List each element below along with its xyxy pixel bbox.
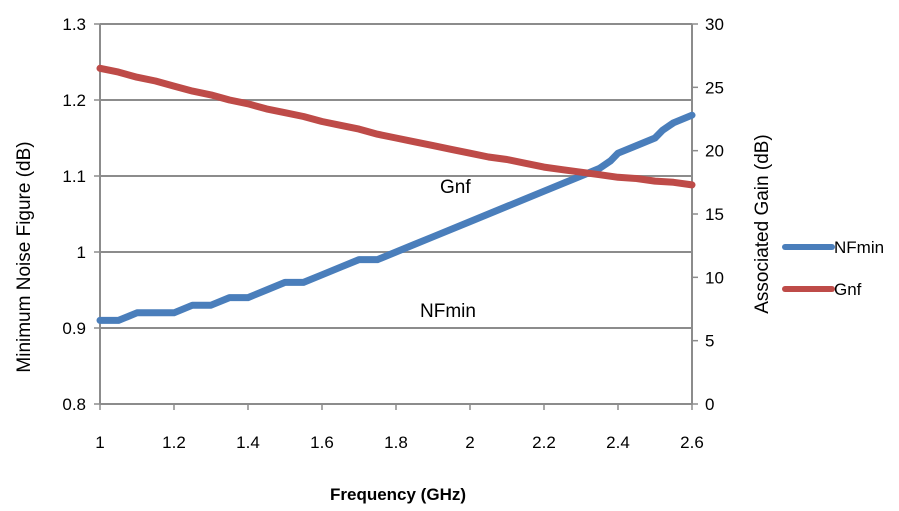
y2-tick-label: 25 [705,78,724,97]
y-tick-label: 1.2 [62,91,86,110]
x-tick-label: 1.6 [310,433,334,452]
y2-tick-label: 15 [705,205,724,224]
axes [94,23,698,410]
gridlines [100,23,692,329]
series-line-gnf [96,64,696,189]
y-axis-title: Minimum Noise Figure (dB) [14,141,35,372]
x-axis-title: Frequency (GHz) [330,485,466,504]
x-tick-label: 1.2 [162,433,186,452]
y2-tick-label: 30 [705,15,724,34]
x-tick-label: 2.6 [680,433,704,452]
y2-tick-label: 5 [705,332,714,351]
y-tick-label: 1.1 [62,167,86,186]
x-tick-label: 2.4 [606,433,630,452]
y-tick-label: 1 [77,243,86,262]
x-tick-label: 1.8 [384,433,408,452]
x-tick-label: 1 [95,433,104,452]
series-line-nfmin [96,111,696,324]
y2-tick-label: 20 [705,142,724,161]
annotation-nfmin: NFmin [420,301,476,322]
x-tick-label: 2 [465,433,474,452]
legend: NFmin Gnf [782,238,884,299]
x-tick-label: 1.4 [236,433,260,452]
y-tick-label: 0.9 [62,319,86,338]
annotation-gnf: Gnf [440,177,471,198]
y2-tick-label: 0 [705,395,714,414]
legend-label-gnf: Gnf [834,280,862,299]
series-lines [96,64,696,324]
y2-tick-label: 10 [705,268,724,287]
y2-axis-title: Associated Gain (dB) [752,134,773,314]
x-tick-label: 2.2 [532,433,556,452]
y-tick-label: 1.3 [62,15,86,34]
legend-label-nfmin: NFmin [834,238,884,257]
tick-labels: 0.8 0.9 1 1.1 1.2 1.3 0 5 10 15 20 25 30 1 1.2 1.4 1.6 1.… [62,15,724,452]
y-tick-label: 0.8 [62,395,86,414]
